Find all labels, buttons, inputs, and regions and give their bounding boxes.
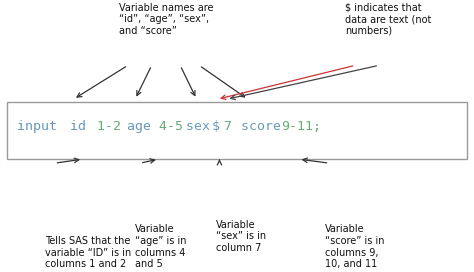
Text: 9-11;: 9-11;	[281, 120, 321, 133]
Text: id: id	[70, 120, 94, 133]
Text: 7: 7	[224, 120, 240, 133]
FancyBboxPatch shape	[7, 102, 467, 159]
Text: $ indicates that
data are text (not
numbers): $ indicates that data are text (not numb…	[346, 3, 432, 36]
Text: 4-5: 4-5	[159, 120, 191, 133]
Text: input: input	[17, 120, 64, 133]
Text: Tells SAS that the
variable “ID” is in
columns 1 and 2: Tells SAS that the variable “ID” is in c…	[45, 236, 131, 269]
Text: score: score	[241, 120, 289, 133]
Text: sex: sex	[186, 120, 219, 133]
Text: Variable
“score” is in
columns 9,
10, and 11: Variable “score” is in columns 9, 10, an…	[325, 224, 384, 269]
Text: Variable names are
“id”, “age”, “sex”,
and “score”: Variable names are “id”, “age”, “sex”, a…	[118, 3, 213, 36]
Text: $: $	[212, 120, 228, 133]
Text: Variable
“age” is in
columns 4
and 5: Variable “age” is in columns 4 and 5	[135, 224, 187, 269]
Text: 1-2: 1-2	[97, 120, 129, 133]
Text: Variable
“sex” is in
column 7: Variable “sex” is in column 7	[216, 220, 266, 253]
Text: age: age	[127, 120, 159, 133]
